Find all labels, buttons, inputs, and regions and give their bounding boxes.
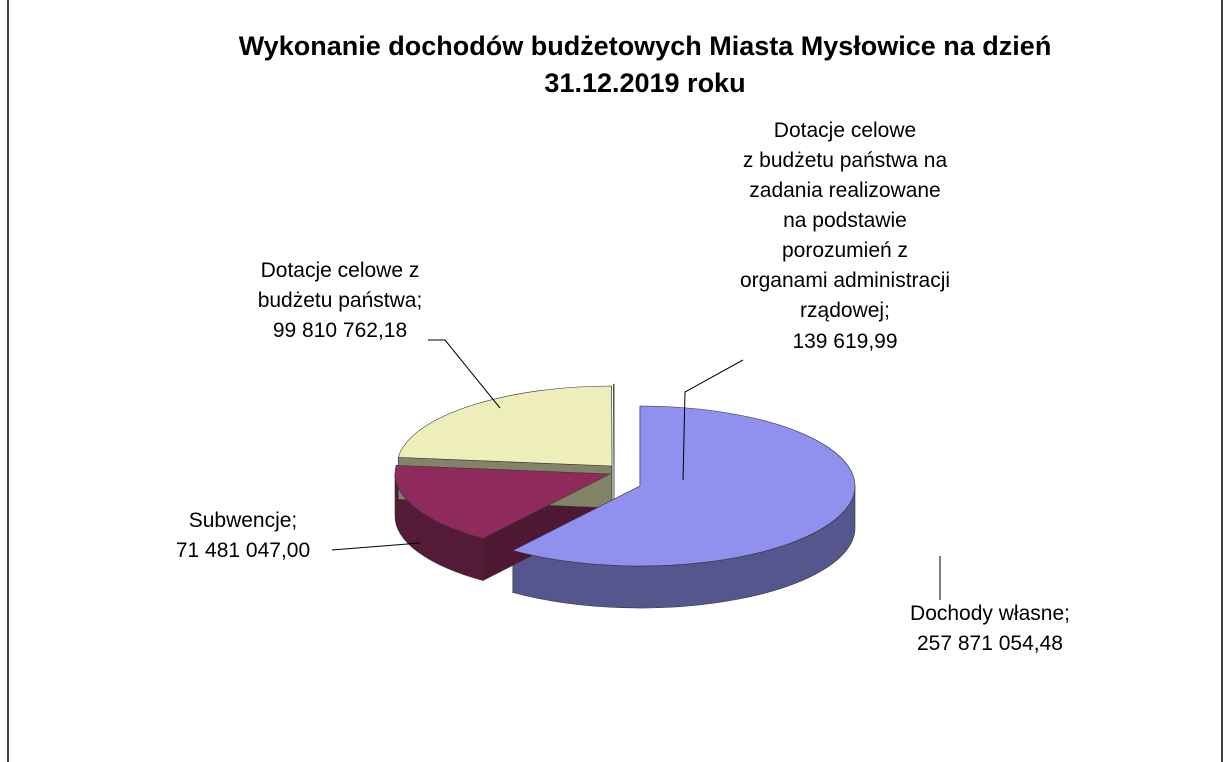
category-label: Subwencje;: [189, 509, 298, 532]
chart-border: [7, 0, 1223, 762]
category-label: Dochody własne;: [910, 602, 1070, 625]
category-label: Dotacje celowe z budżetu państwa na zadani…: [740, 119, 950, 322]
value-label: 99 810 762,18: [273, 319, 407, 342]
leader-line: [331, 542, 421, 551]
category-label: Dotacje celowe z budżetu państwa;: [258, 259, 423, 312]
value-label: 139 619,99: [792, 330, 897, 353]
slice: [397, 385, 613, 467]
leader-line: [682, 359, 744, 481]
leader-line: [428, 339, 501, 409]
value-label: 257 871 054,48: [917, 632, 1063, 655]
chart-title: Wykonanie dochodów budżetowych Miasta My…: [239, 31, 1052, 98]
slice: [394, 465, 612, 539]
value-label: 71 481 047,00: [176, 539, 310, 562]
slice: [512, 405, 856, 567]
